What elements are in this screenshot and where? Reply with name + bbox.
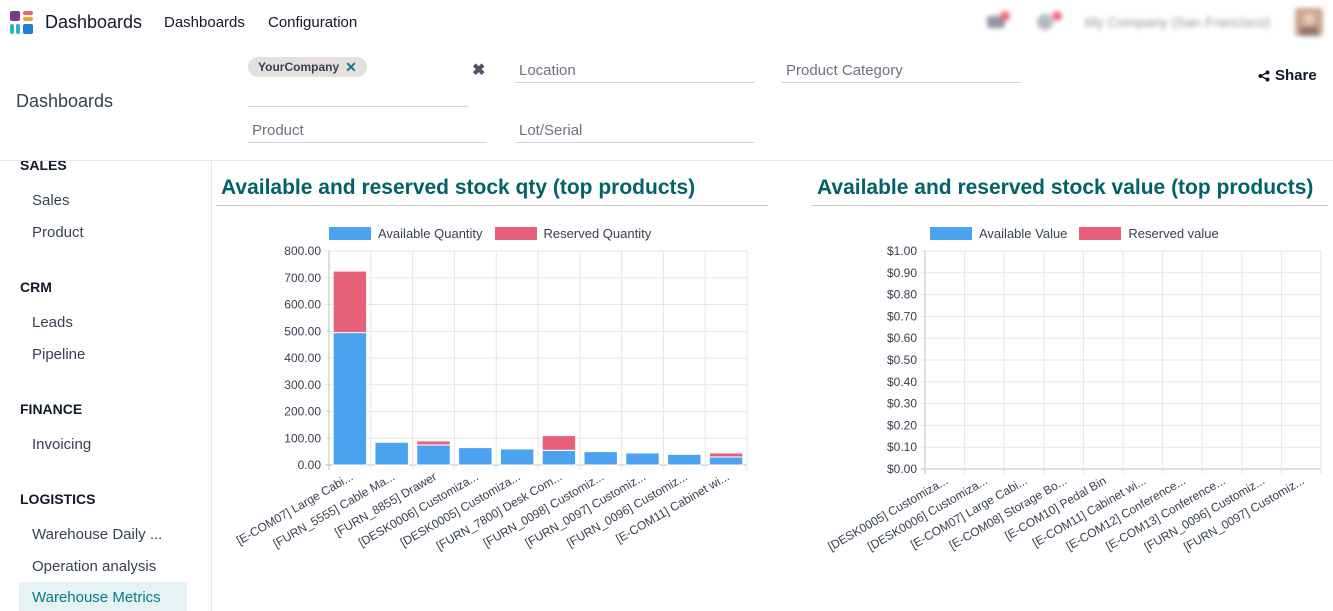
sidebar-item-label: Warehouse Metrics: [32, 588, 161, 606]
y-tick-label: $0.80: [887, 288, 917, 302]
share-button[interactable]: Share: [1258, 67, 1317, 84]
sidebar-item-operation-analysis[interactable]: Operation analysis: [19, 551, 187, 581]
product-category-placeholder: Product Category: [786, 62, 903, 79]
y-tick-label: $0.60: [887, 331, 917, 345]
legend-available-label[interactable]: Available Quantity: [378, 226, 483, 241]
bar-available: [332, 332, 368, 466]
share-icon: [1258, 70, 1270, 81]
app-title[interactable]: Dashboards: [45, 12, 143, 32]
sidebar-item-warehouse-daily[interactable]: Warehouse Daily ...: [19, 519, 187, 549]
clear-filter-icon[interactable]: ✖: [472, 62, 486, 79]
y-tick-label: 100.00: [284, 431, 321, 445]
section-crm: CRM: [20, 279, 52, 295]
section-sales: SALES: [20, 161, 67, 173]
legend-available-value-label[interactable]: Available Value: [979, 226, 1068, 241]
share-label: Share: [1275, 67, 1317, 84]
chart-value-title: Available and reserved stock value (top …: [817, 176, 1314, 199]
y-tick-label: 700.00: [284, 271, 321, 285]
messages-icon[interactable]: [985, 10, 1011, 32]
y-tick-label: 200.00: [284, 405, 321, 419]
sidebar-item-sales[interactable]: Sales: [19, 185, 187, 215]
legend-reserved-swatch: [494, 227, 537, 240]
y-tick-label: $0.10: [887, 440, 917, 454]
chart-qty-svg: 0.00 100.00 200.00 300.00 400.00 500.00 600.00…: [234, 244, 748, 553]
y-tick-label: $0.50: [887, 353, 917, 367]
sidebar-item-label: Sales: [32, 191, 70, 209]
bar-available: [625, 452, 660, 466]
company-tag-label: YourCompany: [258, 60, 340, 74]
bar-available: [708, 456, 744, 466]
breadcrumb-title: Dashboards: [16, 91, 114, 111]
company-tag: YourCompany ✕: [248, 57, 367, 77]
bar-reserved: [332, 270, 368, 334]
remove-tag-icon[interactable]: ✕: [345, 58, 357, 75]
lot-serial-field[interactable]: Lot/Serial: [515, 118, 754, 143]
location-field[interactable]: Location: [515, 58, 754, 83]
y-tick-label: 600.00: [284, 298, 321, 312]
bar-available: [416, 444, 451, 466]
chart-qty-title: Available and reserved stock qty (top pr…: [221, 176, 696, 199]
sidebar-item-label: Leads: [32, 313, 73, 331]
legend-reserved-label[interactable]: Reserved Quantity: [543, 226, 652, 241]
product-field[interactable]: Product: [248, 118, 487, 143]
sidebar-item-product[interactable]: Product: [19, 217, 187, 247]
dashboards-app-icon[interactable]: [10, 11, 34, 35]
sidebar-item-label: Product: [32, 223, 84, 241]
sidebar-item-invoicing[interactable]: Invoicing: [19, 429, 187, 459]
activity-icon[interactable]: [1035, 10, 1065, 32]
bar-available: [374, 441, 409, 466]
top-navbar: Dashboards Dashboards Configuration My C…: [0, 0, 1333, 46]
filter-bar: Dashboards YourCompany ✕ ✖ Location Prod…: [0, 46, 1333, 161]
chart-qty-divider: [216, 205, 768, 206]
y-tick-label: $0.90: [887, 266, 917, 280]
bar-available: [499, 448, 535, 466]
legend-reserved-value-swatch: [1079, 227, 1122, 240]
sidebar-item-label: Warehouse Daily ...: [32, 525, 163, 543]
bar-reserved: [541, 435, 577, 451]
y-tick-label: $0.30: [887, 397, 917, 411]
section-finance: FINANCE: [20, 401, 83, 417]
bar-available: [583, 451, 618, 466]
bar-available: [667, 453, 702, 466]
y-tick-label: $1.00: [887, 244, 917, 258]
sidebar: SALES Sales Product CRM Leads Pipeline F…: [0, 161, 212, 611]
bar-reserved: [416, 440, 451, 446]
company-filter-field[interactable]: [248, 56, 468, 107]
y-tick-label: 300.00: [284, 378, 321, 392]
location-placeholder: Location: [519, 62, 576, 79]
sidebar-item-pipeline[interactable]: Pipeline: [19, 339, 187, 369]
y-tick-label: $0.00: [887, 462, 917, 476]
y-tick-label: 400.00: [284, 351, 321, 365]
sidebar-item-label: Pipeline: [32, 345, 86, 363]
section-logistics: LOGISTICS: [20, 491, 96, 507]
chart-value-divider: [812, 205, 1328, 206]
y-tick-label: $0.70: [887, 309, 917, 323]
sidebar-item-leads[interactable]: Leads: [19, 307, 187, 337]
lot-serial-placeholder: Lot/Serial: [519, 122, 583, 139]
company-switcher[interactable]: My Company (San Francisco): [1085, 14, 1271, 30]
bar-available: [458, 447, 493, 466]
y-tick-label: $0.20: [887, 418, 917, 432]
legend-available-swatch: [329, 227, 371, 240]
chart-value-svg: $0.00 $0.10 $0.20 $0.30 $0.40 $0.50 $0.60 $0.70…: [825, 244, 1322, 554]
y-tick-label: $0.40: [887, 375, 917, 389]
bar-available: [541, 449, 577, 466]
sidebar-item-label: Invoicing: [32, 435, 92, 453]
legend-available-value-swatch: [930, 227, 972, 240]
nav-dashboards[interactable]: Dashboards: [164, 14, 245, 31]
bar-reserved: [708, 452, 744, 458]
sidebar-item-label: Operation analysis: [32, 557, 157, 575]
nav-configuration[interactable]: Configuration: [268, 14, 358, 31]
user-avatar[interactable]: [1295, 8, 1323, 36]
product-category-field[interactable]: Product Category: [782, 58, 1021, 83]
y-tick-label: 500.00: [284, 324, 321, 338]
chart-value-legend: Available Value Reserved value: [930, 226, 1219, 241]
chart-qty-legend: Available Quantity Reserved Quantity: [329, 226, 651, 241]
product-placeholder: Product: [252, 122, 304, 139]
legend-reserved-value-label[interactable]: Reserved value: [1128, 226, 1219, 241]
sidebar-item-warehouse-metrics[interactable]: Warehouse Metrics: [19, 582, 187, 611]
y-tick-label: 800.00: [284, 244, 321, 258]
y-tick-label: 0.00: [298, 458, 322, 472]
